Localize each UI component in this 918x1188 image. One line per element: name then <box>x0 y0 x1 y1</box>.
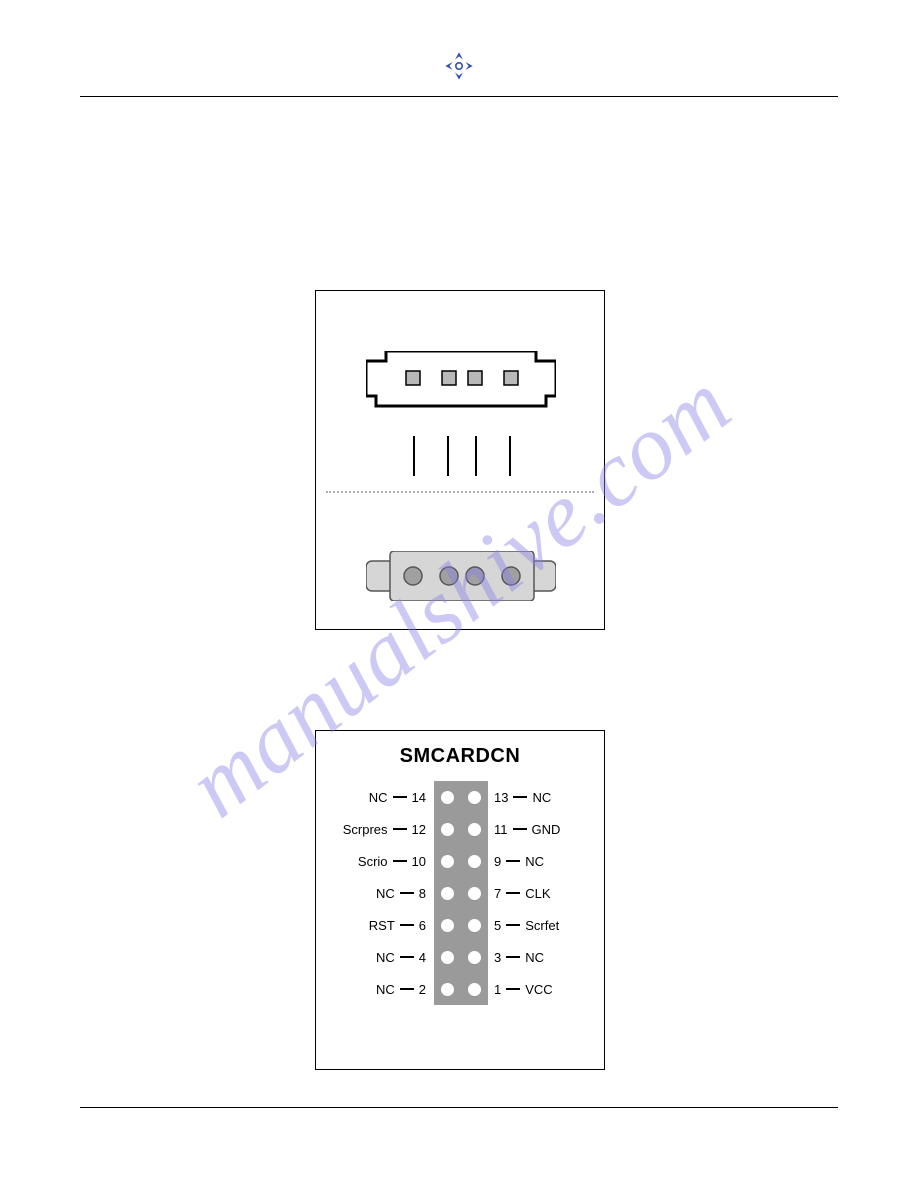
pin-hole <box>434 973 461 1005</box>
footer-rule <box>80 1107 838 1108</box>
pin-row <box>434 845 488 877</box>
pin-lead <box>509 436 511 476</box>
pin-lead <box>447 436 449 476</box>
logo-icon <box>443 50 475 82</box>
pin-label-left: NC4 <box>376 941 426 973</box>
connector-figure <box>315 290 605 630</box>
pin-hole <box>461 973 488 1005</box>
pin-row <box>434 941 488 973</box>
pin-hole <box>461 877 488 909</box>
pin-hole <box>434 845 461 877</box>
pin-hole <box>461 845 488 877</box>
pin-lead <box>475 436 477 476</box>
pin-hole <box>434 813 461 845</box>
page: SMCARDCN NC14 Scrpres12 Scrio10 NC8 RST6… <box>80 40 838 1148</box>
fold-line <box>326 491 594 493</box>
smcardcn-figure: SMCARDCN NC14 Scrpres12 Scrio10 NC8 RST6… <box>315 730 605 1070</box>
pin-label-left: Scrpres12 <box>343 813 426 845</box>
pin-label-right: 1VCC <box>494 973 553 1005</box>
pin-lead <box>413 436 415 476</box>
pin-hole <box>434 909 461 941</box>
pin-hole <box>434 877 461 909</box>
pin-hole <box>434 941 461 973</box>
bottom-connector <box>366 551 556 601</box>
pin-label-left: Scrio10 <box>358 845 426 877</box>
pin-hole <box>461 941 488 973</box>
pin-hole <box>434 781 461 813</box>
pin-label-left: NC14 <box>369 781 426 813</box>
pin-hole <box>461 781 488 813</box>
pin-row <box>434 813 488 845</box>
pin-row <box>434 877 488 909</box>
pin-label-right: 11GND <box>494 813 560 845</box>
pin-row <box>434 781 488 813</box>
pin-label-left: RST6 <box>369 909 426 941</box>
pin-hole <box>461 813 488 845</box>
pin-label-left: NC2 <box>376 973 426 1005</box>
soyo-logo <box>443 50 475 87</box>
smcardcn-title: SMCARDCN <box>316 745 604 768</box>
pin-label-left: NC8 <box>376 877 426 909</box>
top-connector <box>366 351 556 411</box>
pin-label-right: 3NC <box>494 941 544 973</box>
pin-row <box>434 909 488 941</box>
pin-block <box>434 781 488 1005</box>
header-rule <box>80 96 838 97</box>
pin-hole <box>461 909 488 941</box>
pin-label-right: 7CLK <box>494 877 551 909</box>
pin-label-right: 9NC <box>494 845 544 877</box>
pin-row <box>434 973 488 1005</box>
pin-label-right: 5Scrfet <box>494 909 559 941</box>
pin-label-right: 13NC <box>494 781 551 813</box>
